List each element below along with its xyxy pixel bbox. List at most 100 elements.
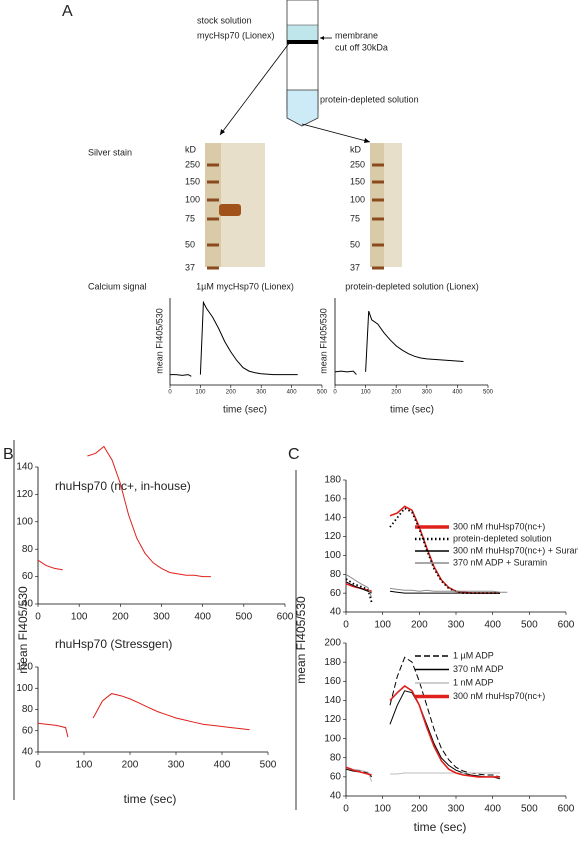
series-line	[334, 310, 464, 375]
y-tick-label: 100	[324, 733, 341, 744]
marker-label: 50	[350, 239, 360, 249]
marker-label: 37	[185, 262, 195, 272]
x-tick-label: 300	[448, 620, 465, 631]
series-line	[345, 573, 508, 599]
x-tick-label: 400	[452, 390, 463, 396]
x-tick-label: 0	[35, 760, 41, 771]
x-tick-label: 100	[374, 804, 391, 815]
y-tick-label: 160	[324, 493, 341, 504]
series-line	[345, 507, 500, 603]
x-tick-label: 300	[448, 804, 465, 815]
x-tick-label: 400	[484, 620, 501, 631]
y-tick-label: 80	[22, 544, 34, 555]
marker-label: 50	[185, 239, 195, 249]
marker-label: 250	[185, 159, 200, 169]
marker-band	[207, 243, 219, 247]
x-tick-label: 500	[260, 760, 277, 771]
x-tick-label: 300	[153, 612, 170, 623]
x-tick-label: 100	[361, 390, 372, 396]
chart-title: rhuHsp70 (Stressgen)	[55, 637, 172, 651]
x-tick-label: 500	[317, 390, 328, 396]
depleted-label: protein-depleted solution	[320, 94, 419, 104]
x-axis-label: time (sec)	[124, 792, 177, 806]
x-tick-label: 300	[256, 390, 267, 396]
chart-title: rhuHsp70 (nc+, in-house)	[55, 479, 191, 493]
marker-band	[207, 163, 219, 167]
panel-label: B	[3, 446, 14, 463]
x-tick-label: 500	[235, 612, 252, 623]
y-axis-label: mean FI405/530	[294, 596, 308, 684]
x-tick-label: 100	[374, 620, 391, 631]
x-tick-label: 100	[76, 760, 93, 771]
marker-band	[372, 243, 384, 247]
x-tick-label: 400	[214, 760, 231, 771]
x-tick-label: 400	[194, 612, 211, 623]
x-tick-label: 300	[422, 390, 433, 396]
marker-label: 100	[350, 194, 365, 204]
x-tick-label: 200	[411, 804, 428, 815]
gel-right	[370, 143, 402, 267]
y-tick-label: 180	[324, 657, 341, 668]
x-tick-label: 500	[521, 620, 538, 631]
series-line	[345, 690, 501, 780]
y-tick-label: 200	[324, 638, 341, 649]
marker-band	[372, 180, 384, 184]
x-tick-label: 0	[343, 804, 349, 815]
x-tick-label: 0	[343, 620, 349, 631]
y-tick-label: 120	[16, 662, 33, 673]
kd-label: kD	[185, 144, 197, 154]
x-tick-label: 400	[287, 390, 298, 396]
panel-label: C	[288, 446, 300, 463]
y-axis-label: mean FI405/530	[154, 308, 164, 374]
y-axis-label: mean FI405/530	[318, 308, 328, 374]
x-tick-label: 600	[558, 804, 575, 815]
y-tick-label: 40	[330, 607, 342, 618]
y-tick-label: 40	[22, 747, 34, 758]
series-line	[345, 684, 500, 778]
marker-band	[372, 217, 384, 221]
membrane-label: membrane	[335, 30, 378, 40]
y-tick-label: 120	[16, 489, 33, 500]
marker-label: 250	[350, 159, 365, 169]
y-tick-label: 100	[324, 550, 341, 561]
marker-label: 100	[185, 194, 200, 204]
legend-label: 370 nM ADP	[453, 664, 504, 674]
marker-band	[207, 198, 219, 202]
legend-label: protein-depleted solution	[453, 533, 552, 543]
y-tick-label: 180	[324, 475, 341, 486]
x-axis-label: time (sec)	[414, 820, 467, 834]
marker-label: 150	[350, 176, 365, 186]
x-tick-label: 200	[226, 390, 237, 396]
legend-label: 1 nM ADP	[453, 677, 494, 687]
y-axis-label: mean FI405/530	[16, 586, 30, 674]
legend-label: 300 nM rhuHsp70(nc+)	[453, 691, 545, 701]
y-tick-label: 160	[324, 676, 341, 687]
cutoff-label: cut off 30kDa	[335, 42, 388, 52]
x-tick-label: 600	[558, 620, 575, 631]
x-tick-label: 0	[333, 390, 337, 396]
y-tick-label: 60	[22, 571, 34, 582]
y-tick-label: 60	[330, 588, 342, 599]
gel-left	[205, 143, 265, 267]
calcium-label: Calcium signal	[88, 281, 147, 291]
marker-band	[207, 217, 219, 221]
y-tick-label: 80	[22, 704, 34, 715]
y-tick-label: 100	[16, 516, 33, 527]
filter-tube	[219, 0, 371, 143]
y-tick-label: 60	[22, 725, 34, 736]
x-tick-label: 300	[168, 760, 185, 771]
y-tick-label: 100	[16, 683, 33, 694]
legend-label: 300 nM rhuHsp70(nc+) + Suramin	[453, 545, 578, 555]
y-tick-label: 140	[324, 695, 341, 706]
marker-band	[207, 266, 219, 270]
legend-label: 300 nM rhuHsp70(nc+)	[453, 521, 545, 531]
stock-label: stock solution	[197, 15, 252, 25]
marker-label: 150	[185, 176, 200, 186]
chart-title: protein-depleted solution (Lionex)	[345, 281, 479, 291]
y-tick-label: 80	[330, 569, 342, 580]
x-tick-label: 400	[484, 804, 501, 815]
x-tick-label: 200	[411, 620, 428, 631]
marker-band	[207, 180, 219, 184]
x-tick-label: 500	[521, 804, 538, 815]
